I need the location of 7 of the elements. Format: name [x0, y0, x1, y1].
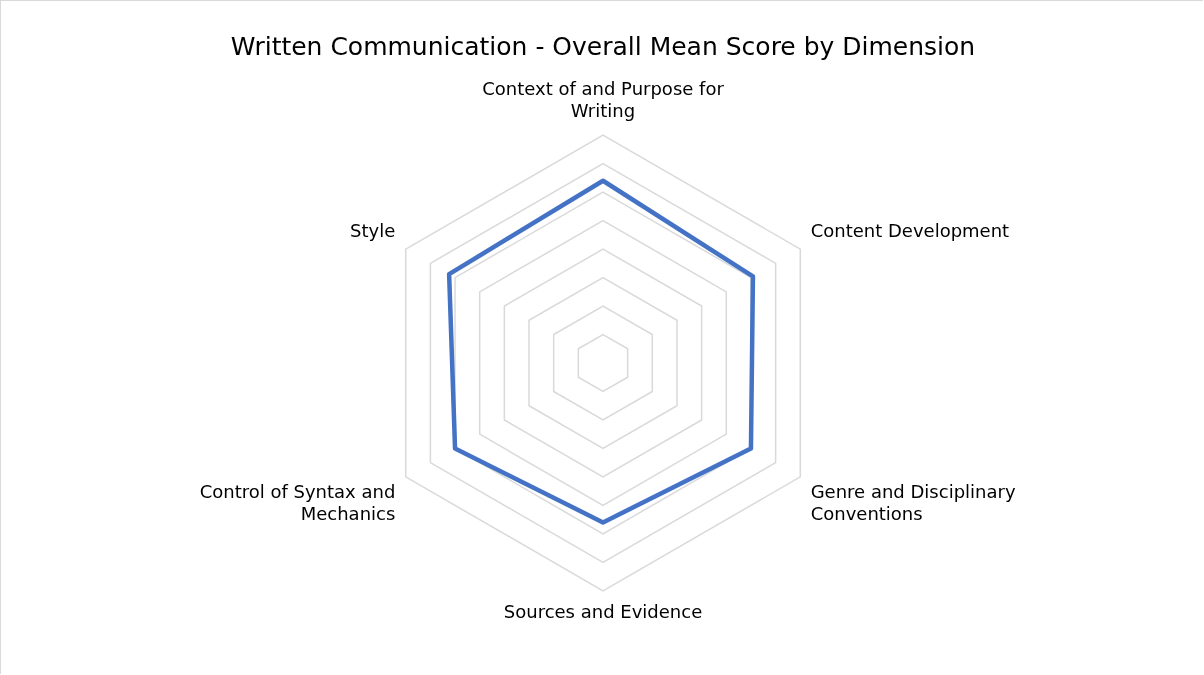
spoke-label: Sources and Evidence [503, 601, 703, 623]
spoke-label: Style [350, 219, 396, 241]
spoke-label: Content Development [810, 219, 1010, 241]
chart-title: Written Communication - Overall Mean Score by Dimension [230, 31, 976, 61]
spoke-label: Context of and Purpose for Writing [482, 78, 725, 122]
spoke-label: Genre and Disciplinary Conventions [810, 481, 1016, 524]
spoke-label: Control of Syntax and Mechanics [199, 481, 396, 524]
